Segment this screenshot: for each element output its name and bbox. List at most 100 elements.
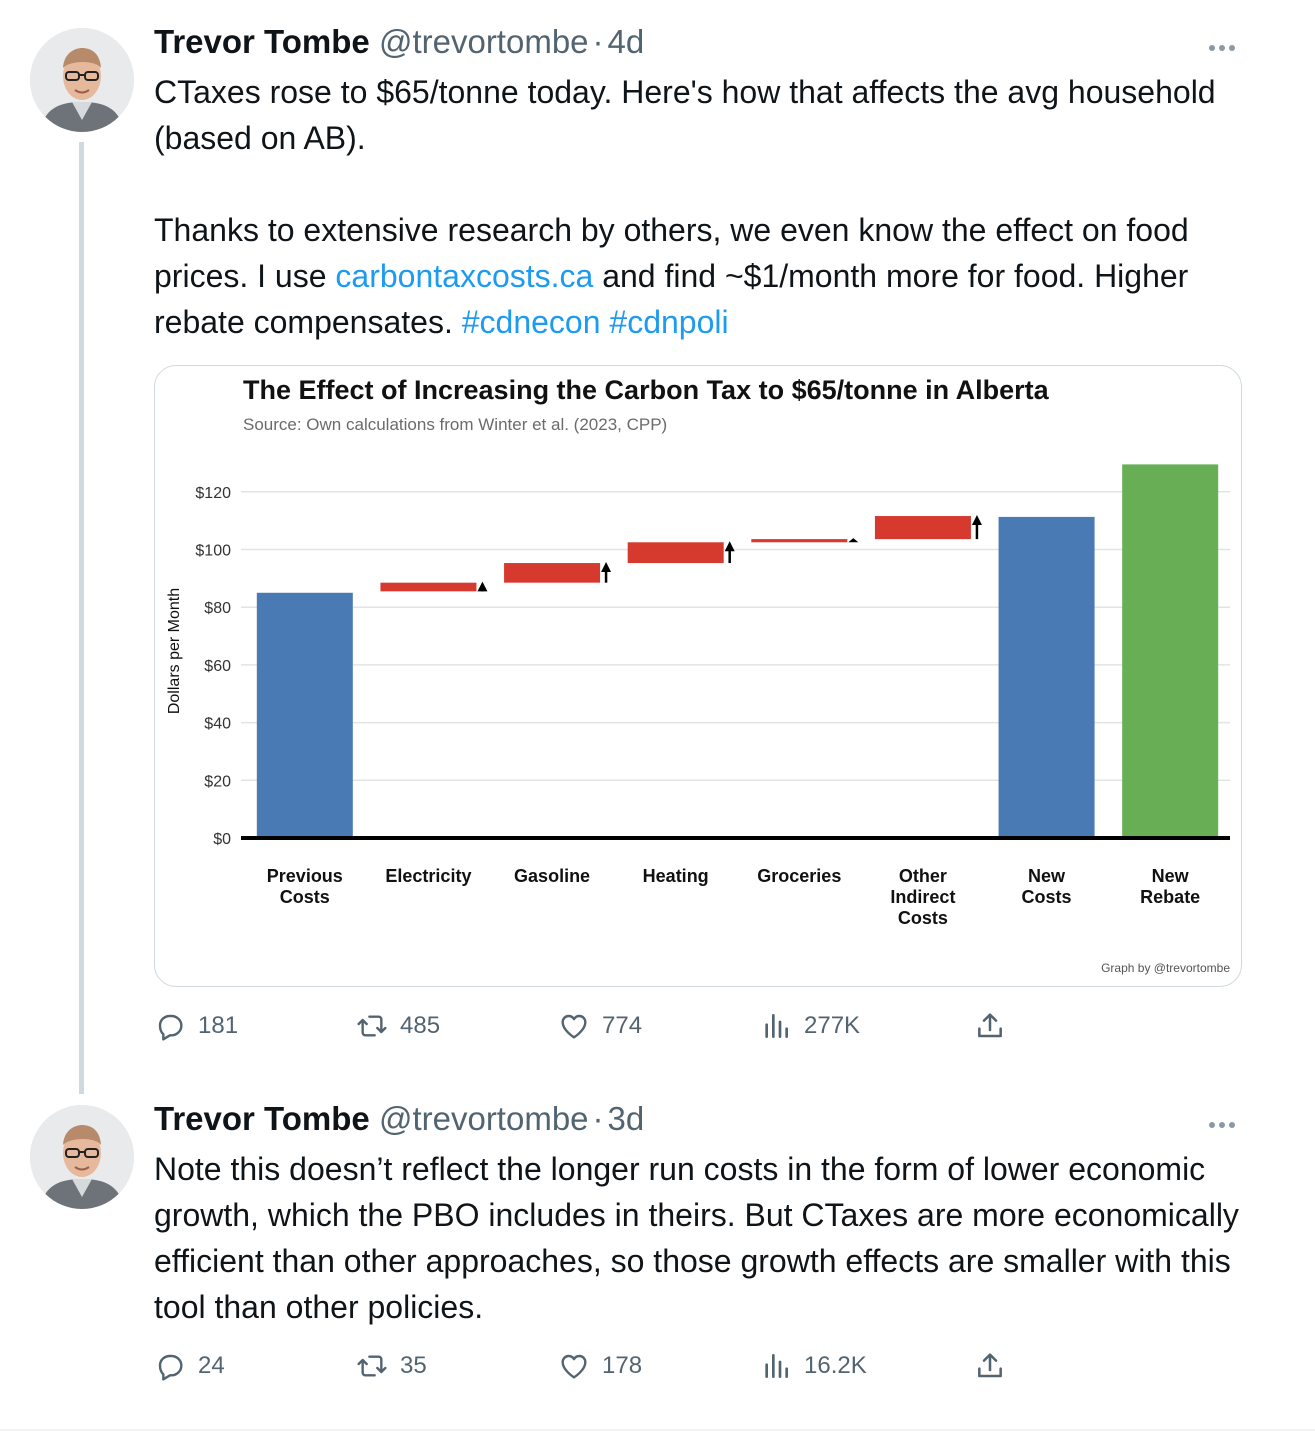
tweet-header: Trevor Tombe @trevortombe · 4d [154,22,644,62]
y-tick-labels: $0 $20 $40 $60 $80 $100 $120 [195,485,231,848]
like-icon [561,1014,587,1039]
x-tick-label: Gasoline [514,866,590,886]
paragraph-text: Thanks to extensive research by others, … [154,212,1189,294]
share-icon [978,1353,1002,1378]
more-icon[interactable] [1209,38,1239,51]
y-tick-label: $20 [204,773,231,790]
bar-heating [627,542,724,564]
tweet-paragraph-1: Note this doesn’t reflect the longer run… [154,1151,1239,1325]
chart-title: The Effect of Increasing the Carbon Tax … [243,375,1050,405]
paragraph-text: and find ~$1/month more for food. Higher… [154,258,1189,340]
tweet-paragraph-2: Thanks to extensive research by others, … [154,207,1264,345]
tweet-text: Note this doesn’t reflect the longer run… [154,1146,1264,1330]
x-tick-label: Costs [898,908,948,928]
like-icon [561,1354,587,1379]
like-count: 774 [602,1012,643,1039]
like-count: 178 [602,1352,643,1379]
retweet-count: 485 [400,1012,441,1039]
y-axis-label: Dollars per Month [166,588,183,714]
increase-arrow-head [477,581,488,592]
x-tick-label: Other [899,866,947,886]
x-tick-label: Previous [267,866,343,886]
y-tick-label: $60 [204,658,231,675]
hashtag-cdnecon[interactable]: #cdnecon [461,304,601,340]
tweet-link[interactable]: carbontaxcosts.ca [335,258,594,294]
chart-credit: Graph by @trevortombe [1101,961,1230,975]
y-tick-label: $100 [195,543,231,560]
chart-image-card[interactable]: The Effect of Increasing the Carbon Tax … [154,365,1242,987]
x-tick-label: New [1028,866,1066,886]
x-tick-label: Costs [280,887,330,907]
tweet-actions: 24 35 178 16.2K [154,1346,1054,1386]
hashtag-cdnpoli[interactable]: #cdnpoli [609,304,729,340]
author-handle[interactable]: @trevortombe [378,23,589,60]
tweet-actions: 181 485 774 277K [154,1006,1054,1046]
x-tick-label: Costs [1022,887,1072,907]
bar-new-rebate [1122,464,1219,838]
avatar-image [30,1105,134,1209]
reply-count: 24 [198,1352,225,1379]
tweet-paragraph-1: CTaxes rose to $65/tonne today. Here's h… [154,74,1216,156]
avatar-image [30,28,134,132]
like-button[interactable]: 774 [558,1006,642,1046]
bottom-divider [0,1429,1315,1431]
like-button[interactable]: 178 [558,1346,642,1386]
bar-groceries [751,539,848,543]
author-name[interactable]: Trevor Tombe [154,1100,370,1137]
reply-button[interactable]: 24 [154,1346,225,1386]
views-icon [765,1354,788,1378]
x-tick-label: Indirect [890,887,955,907]
bar-previous-costs [256,592,353,838]
author-name[interactable]: Trevor Tombe [154,23,370,60]
thread-connector [79,142,84,1094]
more-icon[interactable] [1209,1115,1239,1128]
share-button[interactable] [974,1346,1006,1386]
waterfall-chart: The Effect of Increasing the Carbon Tax … [166,375,1230,975]
y-tick-label: $120 [195,485,231,502]
x-tick-label: New [1152,866,1190,886]
x-tick-label: Rebate [1140,887,1200,907]
retweet-icon [357,1015,387,1037]
retweet-button[interactable]: 485 [356,1006,440,1046]
views-icon [765,1014,788,1038]
retweet-icon [357,1355,387,1377]
chart-subtitle: Source: Own calculations from Winter et … [243,415,667,434]
bars [256,464,1219,838]
avatar[interactable] [30,1105,134,1209]
x-axis-line [241,836,1230,840]
avatar[interactable] [30,28,134,132]
increase-arrow-head [601,562,612,573]
bar-new-costs [998,516,1095,838]
x-tick-label: Groceries [757,866,841,886]
views-button[interactable]: 16.2K [760,1346,867,1386]
timestamp[interactable]: 3d [607,1100,645,1137]
reply-icon [158,1014,183,1041]
share-icon [978,1013,1002,1038]
retweet-count: 35 [400,1352,427,1379]
share-button[interactable] [974,1006,1006,1046]
views-button[interactable]: 277K [760,1006,860,1046]
reply-icon [158,1354,183,1381]
timestamp[interactable]: 4d [607,23,645,60]
increase-arrow-head [848,538,859,543]
view-count: 16.2K [804,1352,867,1379]
tweet-2[interactable]: Trevor Tombe @trevortombe · 3d Note this d… [0,1090,1315,1430]
x-tick-label: Heating [643,866,709,886]
bar-gasoline [504,563,601,583]
y-tick-label: $40 [204,716,231,733]
bar-electricity [380,582,477,592]
increase-arrow-head [971,515,982,526]
bar-other-indirect-costs [874,516,971,540]
retweet-button[interactable]: 35 [356,1346,427,1386]
header-separator: · [592,1100,604,1137]
tweet-text: CTaxes rose to $65/tonne today. Here's h… [154,69,1264,345]
tweet-1[interactable]: Trevor Tombe @trevortombe · 4d CTaxes rose… [0,0,1315,1090]
author-handle[interactable]: @trevortombe [378,1100,589,1137]
reply-count: 181 [198,1012,239,1039]
y-tick-label: $80 [204,600,231,617]
reply-button[interactable]: 181 [154,1006,238,1046]
header-separator: · [592,23,604,60]
x-tick-label: Electricity [385,866,471,886]
tweet-header: Trevor Tombe @trevortombe · 3d [154,1099,644,1139]
